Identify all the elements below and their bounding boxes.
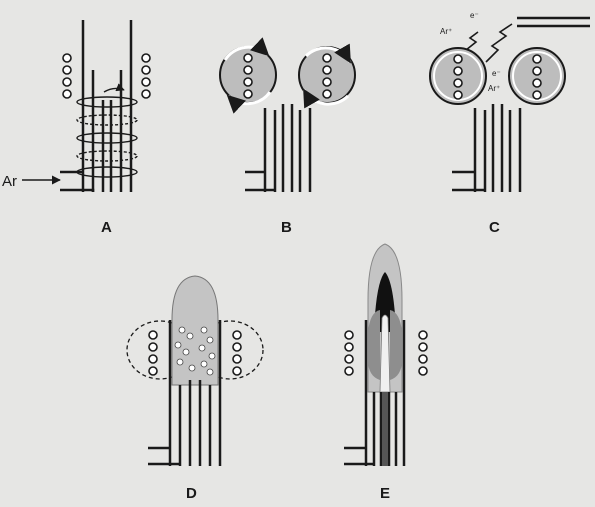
gas-inlet-pipe: [60, 170, 95, 192]
plasma-mid-right: [390, 310, 402, 380]
plasma-forming: [171, 275, 219, 386]
torch-tubes-e: [344, 320, 406, 466]
panel-label-a: A: [101, 219, 112, 236]
panel-c: e⁻ Ar⁺ e⁻ Ar⁺: [429, 11, 590, 236]
electron-label-1: e⁻: [470, 11, 479, 20]
electron-label-2: e⁻: [492, 69, 501, 78]
magnetic-field-right-c: [508, 47, 566, 105]
coil-cross-section-left-d: [148, 330, 158, 376]
panel-b: B: [219, 37, 356, 236]
coil-cross-section-left: [62, 53, 72, 99]
rf-coil: [76, 83, 138, 178]
torch-tubes-c: [452, 104, 522, 192]
panel-d: D: [126, 275, 264, 502]
panel-e: E: [344, 243, 428, 502]
ionization-particles: [174, 326, 216, 376]
coil-cross-section-right-d: [232, 330, 242, 376]
panel-label-c: C: [489, 219, 500, 236]
magnetic-field-left-c: [429, 47, 487, 105]
spark-electrode: [517, 16, 590, 28]
torch-tube-outer: [81, 20, 133, 192]
sample-aerosol-channel: [382, 392, 388, 466]
panel-a: Ar A: [2, 20, 151, 236]
gas-inlet-label: Ar: [2, 173, 17, 190]
central-channel: [379, 314, 391, 393]
magnetic-field-left: [219, 37, 277, 114]
plasma-mid-left: [368, 310, 380, 380]
coil-cross-section-left-e: [344, 330, 354, 376]
coil-cross-section-right: [141, 53, 151, 99]
panel-label-b: B: [281, 219, 292, 236]
torch-tubes-b: [245, 104, 312, 192]
torch-tubes-d: [148, 320, 222, 466]
coil-cross-section-right-e: [418, 330, 428, 376]
argon-ion-label-1: Ar⁺: [440, 27, 452, 36]
panel-label-d: D: [186, 485, 197, 502]
induction-region-right: [196, 320, 264, 380]
spark-bolt: [465, 23, 513, 63]
magnetic-field-right: [298, 43, 356, 109]
argon-ion-label-2: Ar⁺: [488, 84, 500, 93]
panel-label-e: E: [380, 485, 390, 502]
